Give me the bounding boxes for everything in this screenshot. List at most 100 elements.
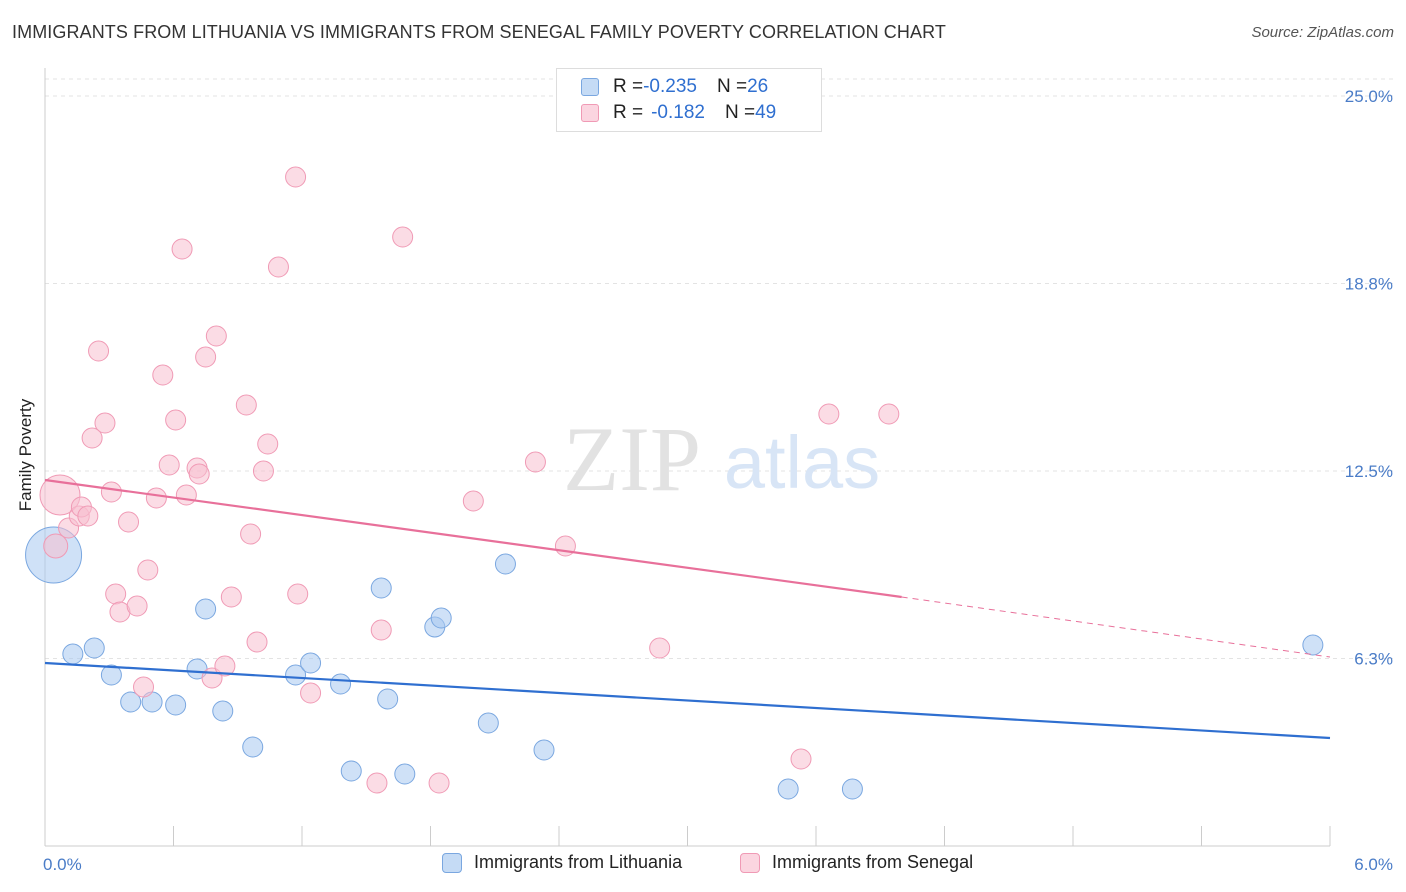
- senegal-point: [300, 682, 322, 704]
- senegal-point: [392, 226, 414, 248]
- n-value: 26: [747, 76, 769, 97]
- senegal-point: [81, 427, 103, 449]
- senegal-point: [235, 394, 257, 416]
- lithuania-point: [165, 694, 187, 716]
- senegal-point: [246, 631, 268, 653]
- legend-label-lithuania: Immigrants from Lithuania: [474, 852, 683, 872]
- senegal-point: [188, 463, 210, 485]
- lithuania-trend-line: [44, 661, 1331, 740]
- senegal-point: [171, 238, 193, 260]
- r-label: R =: [613, 76, 644, 97]
- senegal-point: [165, 409, 187, 431]
- senegal-trend-extension: [901, 596, 1331, 658]
- senegal-point: [257, 433, 279, 455]
- senegal-point: [137, 559, 159, 581]
- n-value: 49: [755, 102, 777, 123]
- senegal-point: [88, 340, 110, 362]
- senegal-point: [94, 412, 116, 434]
- senegal-point: [158, 454, 180, 476]
- legend-swatch-lithuania: [442, 852, 462, 873]
- lithuania-point: [370, 577, 392, 599]
- senegal-point: [878, 403, 900, 425]
- chart-title: IMMIGRANTS FROM LITHUANIA VS IMMIGRANTS …: [12, 22, 946, 42]
- series-legend: Immigrants from Lithuania Immigrants fro…: [0, 852, 1406, 878]
- senegal-point: [100, 481, 122, 503]
- senegal-point: [195, 346, 217, 368]
- senegal-point: [267, 256, 289, 278]
- lithuania-point: [100, 664, 122, 686]
- axes: [44, 68, 1331, 847]
- senegal-point: [43, 533, 69, 559]
- senegal-point: [205, 325, 227, 347]
- lithuania-point: [340, 760, 362, 782]
- lithuania-point: [1302, 634, 1324, 656]
- lithuania-point: [212, 700, 234, 722]
- source-label: Source: ZipAtlas.com: [1251, 24, 1394, 41]
- legend-row-senegal: R = -0.182 N = 49: [581, 101, 776, 125]
- senegal-point: [818, 403, 840, 425]
- lithuania-point: [242, 736, 264, 758]
- lithuania-point: [533, 739, 555, 761]
- legend-swatch-lithuania: [581, 78, 599, 96]
- lithuania-point: [841, 778, 863, 800]
- data-points: [25, 166, 1324, 800]
- legend-swatch-senegal: [740, 852, 760, 873]
- trend-lines: [44, 478, 1331, 740]
- legend-item-lithuania: Immigrants from Lithuania: [442, 852, 682, 873]
- senegal-point: [366, 772, 388, 794]
- lithuania-point: [300, 652, 322, 674]
- senegal-point: [240, 523, 262, 545]
- legend-label-senegal: Immigrants from Senegal: [772, 852, 974, 872]
- senegal-point: [220, 586, 242, 608]
- correlation-legend: R = -0.235 N = 26 R = -0.182 N = 49: [556, 68, 822, 132]
- senegal-point: [524, 451, 546, 473]
- watermark: ZIP atlas: [563, 408, 880, 510]
- r-label: R =: [613, 102, 644, 123]
- lithuania-point: [777, 778, 799, 800]
- lithuania-point: [195, 598, 217, 620]
- lithuania-point: [330, 673, 352, 695]
- n-label: N =: [724, 102, 756, 123]
- lithuania-point: [83, 637, 105, 659]
- lithuania-point: [377, 688, 399, 710]
- legend-swatch-senegal: [581, 104, 599, 122]
- lithuania-point: [477, 712, 499, 734]
- senegal-point: [118, 511, 140, 533]
- senegal-point: [462, 490, 484, 512]
- n-label: N =: [716, 76, 748, 97]
- senegal-point: [370, 619, 392, 641]
- senegal-point: [252, 460, 274, 482]
- watermark-atlas: atlas: [724, 421, 880, 504]
- y-tick-label: 18.8%: [1345, 275, 1393, 294]
- legend-row-lithuania: R = -0.235 N = 26: [581, 75, 768, 99]
- lithuania-point: [394, 763, 416, 785]
- senegal-point: [105, 583, 127, 605]
- senegal-point: [152, 364, 174, 386]
- x-tick-labels: 0.0% 6.0%: [43, 855, 1393, 874]
- lithuania-point: [494, 553, 516, 575]
- r-value: -0.235: [643, 76, 697, 97]
- x-tick-label: 6.0%: [1354, 855, 1393, 874]
- legend-item-senegal: Immigrants from Senegal: [740, 852, 973, 873]
- senegal-point: [126, 595, 148, 617]
- senegal-point: [790, 748, 812, 770]
- senegal-point: [175, 484, 197, 506]
- senegal-point: [285, 166, 307, 188]
- senegal-point: [649, 637, 671, 659]
- lithuania-point: [120, 691, 142, 713]
- lithuania-point: [285, 664, 307, 686]
- lithuania-point: [430, 607, 452, 629]
- senegal-point: [287, 583, 309, 605]
- senegal-trend-line: [44, 478, 902, 599]
- senegal-point: [77, 505, 99, 527]
- y-tick-label: 12.5%: [1345, 462, 1393, 481]
- y-tick-label: 25.0%: [1345, 87, 1393, 106]
- watermark-zip: ZIP: [563, 408, 701, 510]
- lithuania-point: [62, 643, 84, 665]
- y-tick-labels: 6.3% 12.5% 18.8% 25.0%: [1345, 87, 1393, 669]
- x-tick-label: 0.0%: [43, 855, 82, 874]
- r-value: -0.182: [651, 102, 705, 123]
- senegal-point: [428, 772, 450, 794]
- y-tick-label: 6.3%: [1354, 650, 1393, 669]
